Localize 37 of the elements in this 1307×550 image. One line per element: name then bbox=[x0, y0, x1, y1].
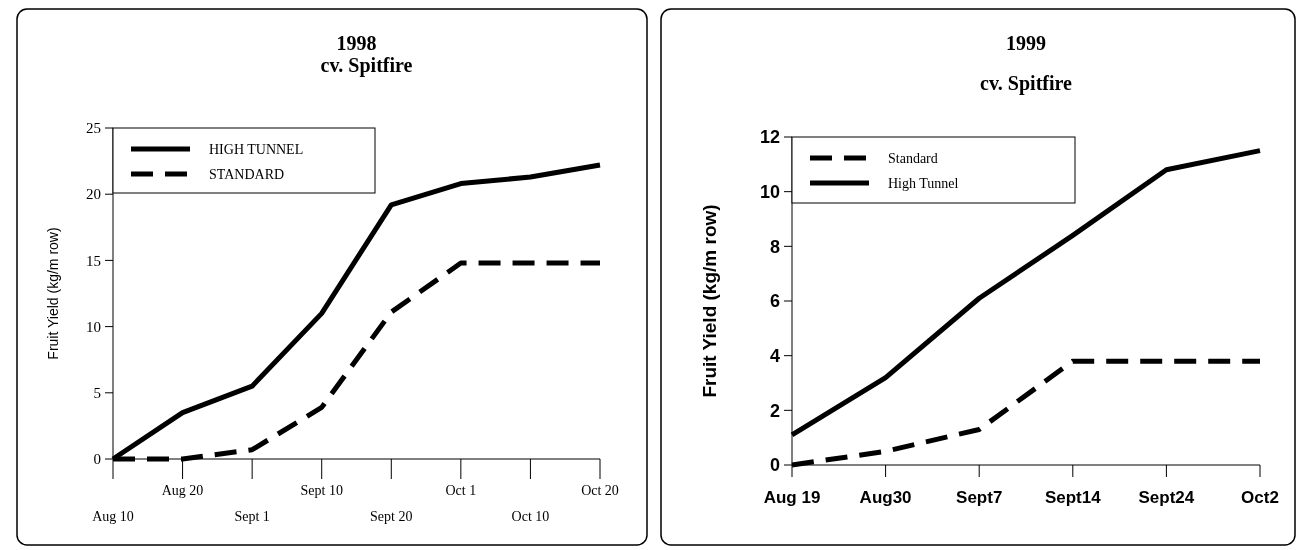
y-tick-label: 0 bbox=[769, 455, 780, 476]
x-tick-label: Sept14 bbox=[1044, 488, 1102, 507]
y-tick-label: 25 bbox=[86, 120, 101, 137]
y-tick-label: 20 bbox=[86, 186, 101, 203]
y-tick-label: 8 bbox=[769, 236, 780, 257]
x-tick-label: Oct 10 bbox=[511, 509, 550, 524]
y-axis-title: Fruit Yield (kg/m row) bbox=[699, 204, 720, 398]
chart-subtitle: cv. Spitfire bbox=[980, 72, 1073, 95]
y-tick-label: 10 bbox=[86, 318, 101, 335]
x-tick-label: Oct2 bbox=[1241, 488, 1279, 507]
legend-label: High Tunnel bbox=[888, 175, 959, 191]
legend-label: STANDARD bbox=[209, 166, 285, 182]
x-tick-label: Aug 10 bbox=[92, 509, 134, 524]
chart-subtitle: cv. Spitfire bbox=[320, 54, 413, 77]
legend-label: Standard bbox=[888, 150, 938, 166]
x-tick-label: Aug 20 bbox=[161, 483, 204, 498]
chart-title: 1998 bbox=[336, 32, 377, 54]
y-tick-label: 5 bbox=[93, 385, 101, 402]
x-tick-label: Oct 20 bbox=[581, 483, 619, 498]
legend-label: HIGH TUNNEL bbox=[209, 141, 304, 157]
x-tick-label: Sept 10 bbox=[300, 483, 343, 498]
y-tick-label: 2 bbox=[769, 400, 780, 421]
y-tick-label: 15 bbox=[86, 252, 101, 269]
chart-title: 1999 bbox=[1006, 32, 1046, 54]
y-axis-title: Fruit Yield (kg/m row) bbox=[45, 227, 61, 360]
y-tick-label: 6 bbox=[769, 291, 780, 312]
y-tick-label: 4 bbox=[769, 345, 780, 366]
x-tick-label: Sept 1 bbox=[234, 509, 270, 524]
y-tick-label: 12 bbox=[759, 127, 780, 148]
y-tick-label: 0 bbox=[93, 451, 101, 468]
y-tick-label: 10 bbox=[759, 181, 780, 202]
x-tick-label: Aug 19 bbox=[763, 488, 821, 507]
x-tick-label: Aug30 bbox=[859, 488, 912, 507]
x-tick-label: Sept 20 bbox=[370, 509, 413, 524]
x-tick-label: Oct 1 bbox=[445, 483, 477, 498]
x-tick-label: Sept7 bbox=[956, 488, 1003, 507]
x-tick-label: Sept24 bbox=[1138, 488, 1195, 507]
